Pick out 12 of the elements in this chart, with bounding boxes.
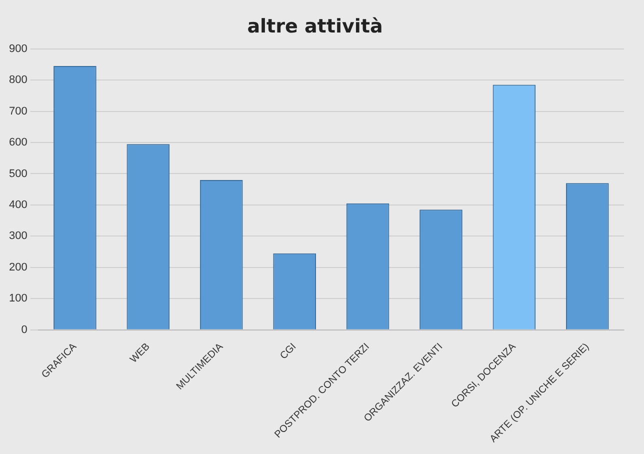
y-tick-label: 300 [8, 230, 28, 242]
y-tick-label: 600 [8, 136, 28, 149]
y-tick-label: 100 [8, 292, 28, 305]
y-tick-label: 800 [8, 74, 28, 86]
chart-title: altre attività [247, 15, 383, 38]
y-tick-label: 400 [8, 199, 28, 211]
x-tick-label: CGI [278, 341, 299, 362]
y-tick-label: 0 [21, 324, 28, 336]
y-tick-label: 700 [8, 105, 28, 118]
y-tick-label: 900 [8, 42, 28, 55]
y-tick-label: 200 [8, 261, 28, 274]
y-tick-label: 500 [8, 168, 28, 180]
